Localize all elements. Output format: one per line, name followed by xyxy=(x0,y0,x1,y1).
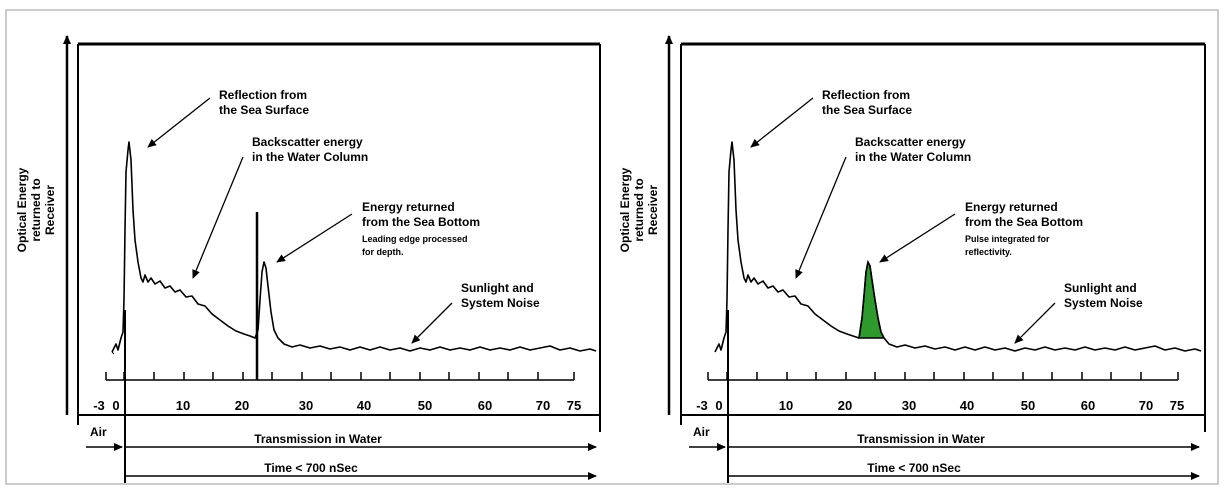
sea-bottom-arrow xyxy=(276,213,353,263)
time-label: Time < 700 nSec xyxy=(867,461,961,475)
tick-label: 40 xyxy=(960,398,974,413)
tick-label: -3 xyxy=(93,398,105,413)
backscatter-label: Backscatter energy in the Water Column xyxy=(855,135,971,164)
return-waveform xyxy=(714,141,1202,353)
tick-label: 0 xyxy=(715,398,722,413)
backscatter-label: Backscatter energy in the Water Column xyxy=(252,135,368,164)
tick-label: 0 xyxy=(112,398,119,413)
transmission-label: Transmission in Water xyxy=(254,432,382,446)
right-panel: Optical Energy returned to Receiver -3 0… xyxy=(618,35,1206,483)
tick-label: 75 xyxy=(1170,398,1184,413)
backscatter-arrow xyxy=(795,156,847,279)
y-axis-label: returned to xyxy=(632,178,646,241)
waveform-tail xyxy=(111,351,115,355)
x-axis-ticks xyxy=(707,372,1179,380)
tick-label: -3 xyxy=(696,398,708,413)
x-axis-ticks xyxy=(105,372,575,380)
tick-label: 70 xyxy=(1139,398,1153,413)
time-label: Time < 700 nSec xyxy=(264,461,358,475)
surface-reflection-label: Reflection from the Sea Surface xyxy=(219,88,310,117)
tick-label: 10 xyxy=(176,398,190,413)
figure-border xyxy=(5,9,1219,485)
tick-label: 20 xyxy=(838,398,852,413)
tick-label: 10 xyxy=(779,398,793,413)
sea-bottom-label: Energy returned from the Sea Bottom xyxy=(362,200,480,229)
noise-label: Sunlight and System Noise xyxy=(1064,281,1143,310)
tick-label: 75 xyxy=(567,398,581,413)
surface-arrow xyxy=(147,97,211,148)
tick-label: 60 xyxy=(478,398,492,413)
sea-bottom-note: Leading edge processed for depth. xyxy=(362,234,470,257)
tick-label: 60 xyxy=(1081,398,1095,413)
y-axis-label: Optical Energy xyxy=(618,167,632,252)
tick-label: 30 xyxy=(299,398,313,413)
tick-label: 70 xyxy=(536,398,550,413)
y-axis-label: Receiver xyxy=(43,185,57,235)
tick-label: 50 xyxy=(418,398,432,413)
tick-label: 40 xyxy=(357,398,371,413)
y-axis-label: returned to xyxy=(29,178,43,241)
air-label: Air xyxy=(90,425,107,439)
noise-label: Sunlight and System Noise xyxy=(461,281,540,310)
backscatter-arrow xyxy=(192,156,244,279)
surface-arrow xyxy=(750,97,814,148)
y-axis-label: Optical Energy xyxy=(15,167,29,252)
sea-bottom-note: Pulse integrated for reflectivity. xyxy=(965,234,1052,257)
tick-label: 20 xyxy=(235,398,249,413)
tick-label: 30 xyxy=(902,398,916,413)
transmission-label: Transmission in Water xyxy=(857,432,985,446)
y-axis-label: Receiver xyxy=(646,185,660,235)
sea-bottom-arrow xyxy=(879,213,956,263)
left-panel: Optical Energy returned to Receiver -3 0 xyxy=(15,35,601,483)
sea-bottom-label: Energy returned from the Sea Bottom xyxy=(965,200,1083,229)
surface-reflection-label: Reflection from the Sea Surface xyxy=(822,88,913,117)
noise-arrow xyxy=(1014,302,1056,344)
air-label: Air xyxy=(693,425,710,439)
noise-arrow xyxy=(411,302,453,344)
tick-label: 50 xyxy=(1021,398,1035,413)
return-waveform xyxy=(111,141,597,353)
